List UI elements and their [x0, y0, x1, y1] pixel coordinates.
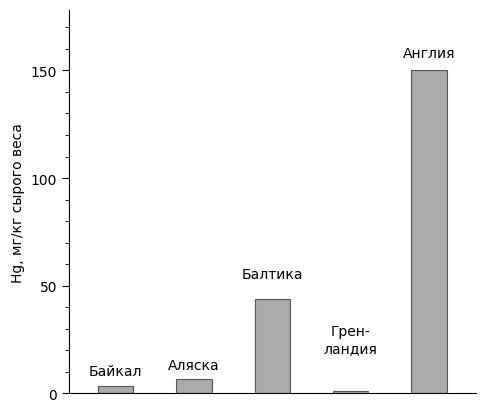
- Bar: [333, 391, 368, 394]
- Text: Байкал: Байкал: [89, 364, 143, 378]
- Bar: [98, 386, 133, 394]
- Bar: [176, 380, 212, 394]
- Text: Англия: Англия: [403, 47, 455, 60]
- Text: Балтика: Балтика: [242, 268, 303, 282]
- Bar: [412, 71, 447, 394]
- Text: Аляска: Аляска: [169, 358, 220, 372]
- Y-axis label: Hg, мг/кг сырого веса: Hg, мг/кг сырого веса: [11, 123, 25, 282]
- Text: Грен-
ландия: Грен- ландия: [324, 325, 377, 355]
- Bar: [255, 299, 290, 394]
